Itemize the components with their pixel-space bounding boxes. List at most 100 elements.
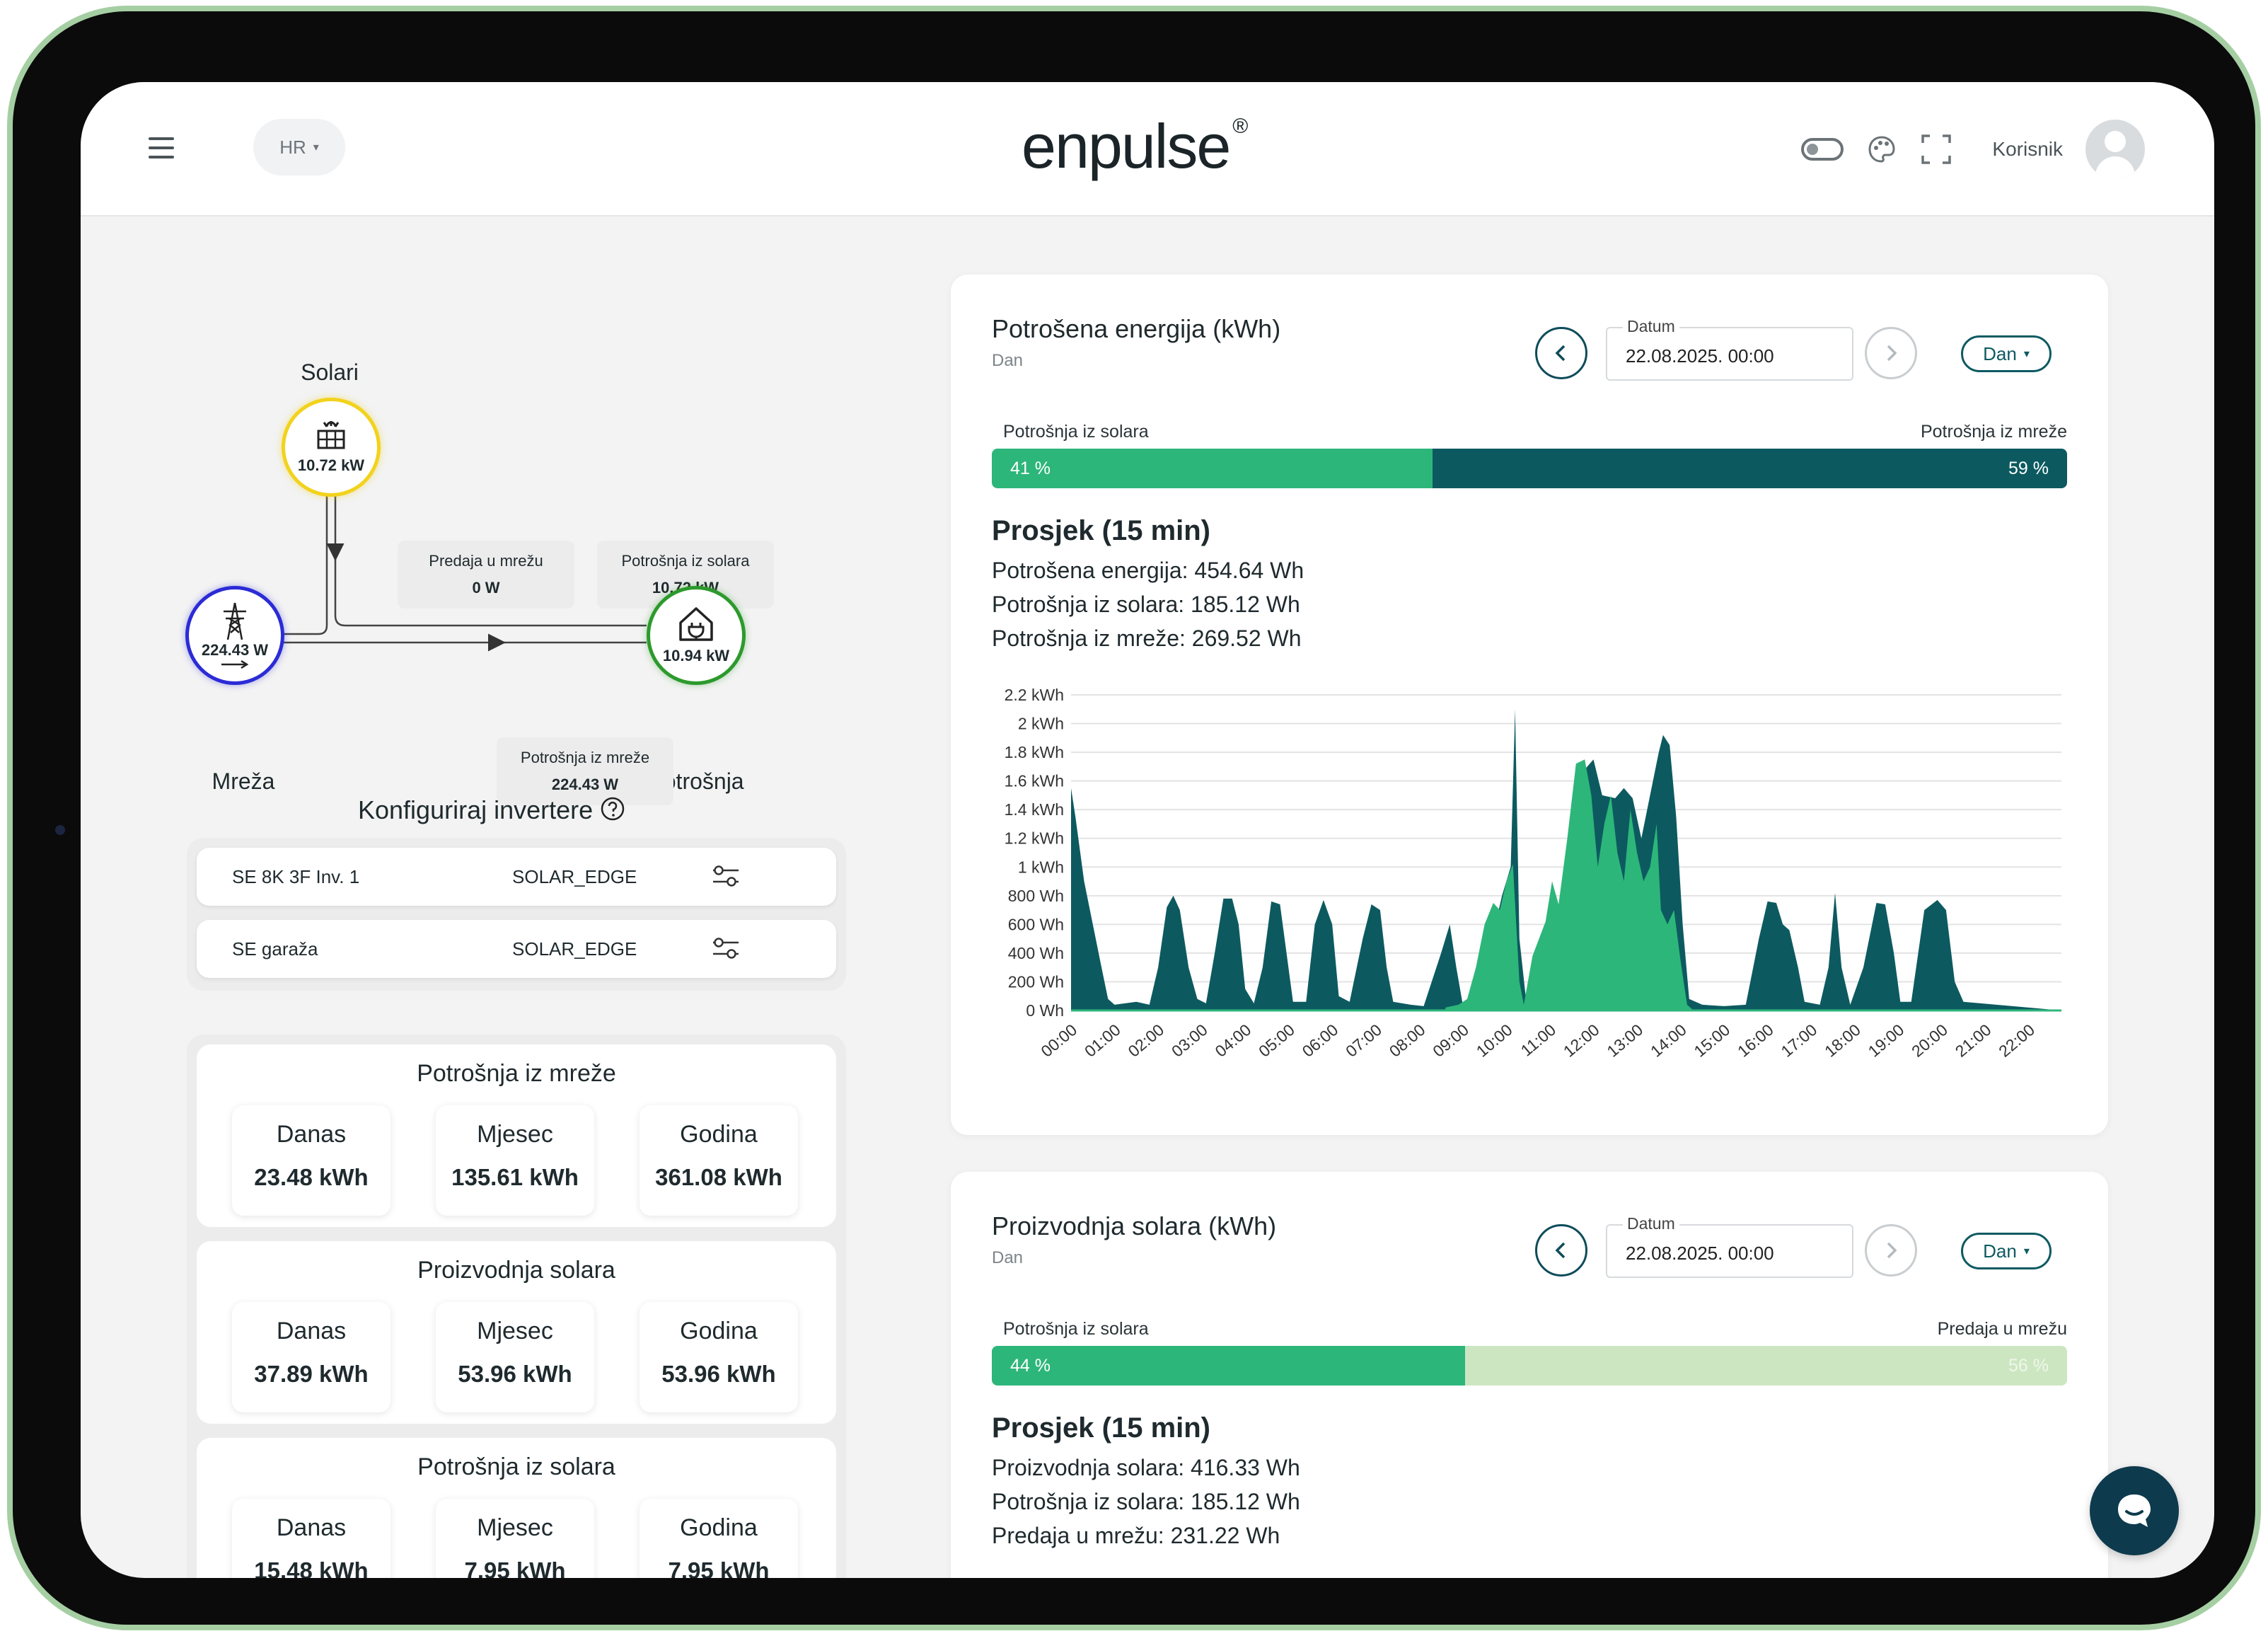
y-tick-label: 200 Wh [1008,972,1064,991]
bar-right-label: Predaja u mrežu [1937,1319,2067,1339]
power-tower-icon [224,602,246,640]
stat-label: Danas [276,1121,347,1148]
stat-label: Mjesec [477,1318,553,1344]
y-tick-label: 1.6 kWh [1005,772,1064,790]
stat-label: Godina [680,1318,758,1344]
chevron-left-icon [1555,345,1566,362]
palette-icon[interactable] [1866,134,1897,165]
y-tick-label: 400 Wh [1008,944,1064,962]
user-avatar[interactable] [2085,120,2145,179]
inverter-name: SE 8K 3F Inv. 1 [232,866,360,887]
house-plug-icon [679,607,713,641]
stat-label: Mjesec [477,1514,553,1541]
split-bar-left: 44 % [992,1346,1465,1386]
x-tick-label: 14:00 [1647,1020,1690,1061]
menu-icon[interactable] [149,137,174,159]
home-node-value: 10.94 kW [662,647,730,664]
caret-down-icon: ▾ [2023,1245,2030,1257]
inverters-title-text: Konfiguriraj invertere [358,795,594,824]
user-name: Korisnik [1992,138,2063,160]
export-label: Predaja u mrežu 0 W [398,541,574,609]
grid-use-label-name: Potrošnja iz mreže [520,749,650,766]
stat-label: Danas [276,1318,347,1344]
prev-day-button[interactable] [1535,1224,1587,1277]
inverter-type: SOLAR_EDGE [512,866,637,887]
average-line: Potrošnja iz mreže: 269.52 Wh [992,626,1302,651]
date-field-label: Datum [1623,1214,1679,1233]
tablet-frame: HR ▾ enpulse ® Korisnik [7,6,2261,1630]
export-label-value: 0 W [472,579,500,597]
solar-node-value: 10.72 kW [297,456,365,474]
x-tick-label: 21:00 [1952,1020,1995,1061]
average-line: Potrošnja iz solara: 185.12 Wh [992,1489,1300,1514]
inverter-name: SE garaža [232,938,318,960]
stat-card-solar-consumption: Potrošnja iz solara Danas 15.48 kWh Mjes… [197,1438,836,1578]
logo-text: enpulse [1022,111,1231,181]
stat-tile-month: Mjesec 53.96 kWh [436,1302,594,1412]
stat-value: 361.08 kWh [655,1164,782,1190]
average-line: Potrošnja iz solara: 185.12 Wh [992,592,1300,617]
theme-toggle-icon[interactable] [1801,138,1844,161]
grid-node-value: 224.43 W [201,641,269,659]
x-tick-label: 18:00 [1821,1020,1864,1061]
y-tick-label: 1.8 kWh [1005,743,1064,761]
date-field[interactable]: Datum 22.08.2025. 00:00 [1606,317,1853,381]
language-selector[interactable]: HR ▾ [253,119,345,175]
y-tick-label: 0 Wh [1026,1001,1064,1020]
fullscreen-icon[interactable] [1920,133,1952,166]
y-tick-label: 800 Wh [1008,887,1064,905]
x-tick-label: 00:00 [1037,1020,1080,1061]
inverter-type: SOLAR_EDGE [512,938,637,960]
x-tick-label: 11:00 [1517,1020,1560,1060]
next-day-button[interactable] [1865,327,1917,379]
chat-button[interactable] [2090,1466,2179,1555]
next-day-button[interactable] [1865,1224,1917,1277]
bar-left-label: Potrošnja iz solara [1003,1319,1149,1339]
prev-day-button[interactable] [1535,327,1587,379]
stat-label: Mjesec [477,1121,553,1148]
settings-sliders-icon[interactable] [710,933,741,964]
arrow-right-icon [221,659,249,669]
series-area-1 [1445,759,1694,1010]
stat-value: 53.96 kWh [458,1361,572,1387]
date-field[interactable]: Datum 22.08.2025. 00:00 [1606,1214,1853,1278]
stat-label: Danas [276,1514,347,1541]
period-dropdown[interactable]: Dan ▾ [1961,1233,2052,1269]
top-bar: HR ▾ enpulse ® Korisnik [81,82,2214,217]
stats-panel: Potrošnja iz mreže Danas 23.48 kWh Mjese… [187,1035,846,1578]
app-screen: HR ▾ enpulse ® Korisnik [81,82,2214,1578]
average-line: Predaja u mrežu: 231.22 Wh [992,1523,1280,1548]
chevron-right-icon [1887,345,1897,362]
inverters-title: Konfiguriraj invertere [358,795,625,825]
stat-value: 7.95 kWh [464,1557,566,1578]
settings-sliders-icon[interactable] [710,860,741,892]
bar-left-label: Potrošnja iz solara [1003,422,1149,442]
date-field-label: Datum [1623,317,1679,336]
help-icon[interactable] [600,796,625,822]
chevron-left-icon [1555,1242,1566,1259]
period-dropdown[interactable]: Dan ▾ [1961,335,2052,372]
y-tick-label: 600 Wh [1008,915,1064,933]
home-node: 10.94 kW [647,586,746,685]
flow-lines [272,403,647,652]
stat-value: 135.61 kWh [451,1164,579,1190]
stat-card-title: Potrošnja iz solara [417,1453,615,1480]
solar-node: 10.72 kW [282,398,381,497]
caret-down-icon: ▾ [2023,348,2030,360]
camera-dot [55,825,65,835]
period-label: Dan [1983,1240,2017,1262]
split-bar: 44 % 56 % [992,1346,2067,1386]
x-tick-label: 12:00 [1560,1020,1603,1061]
x-tick-label: 04:00 [1212,1020,1255,1061]
x-tick-label: 05:00 [1255,1020,1298,1061]
stat-card-solar-production: Proizvodnja solara Danas 37.89 kWh Mjese… [197,1241,836,1424]
date-field-value: 22.08.2025. 00:00 [1626,345,1774,367]
stat-label: Godina [680,1514,758,1541]
stat-value: 23.48 kWh [254,1164,369,1190]
x-tick-label: 17:00 [1778,1020,1821,1061]
period-label: Dan [1983,342,2017,364]
split-bar-right: 59 % [1433,449,2067,488]
chevron-right-icon [1887,1242,1897,1259]
grid-use-label-value: 224.43 W [551,776,619,793]
x-tick-label: 07:00 [1342,1020,1385,1061]
